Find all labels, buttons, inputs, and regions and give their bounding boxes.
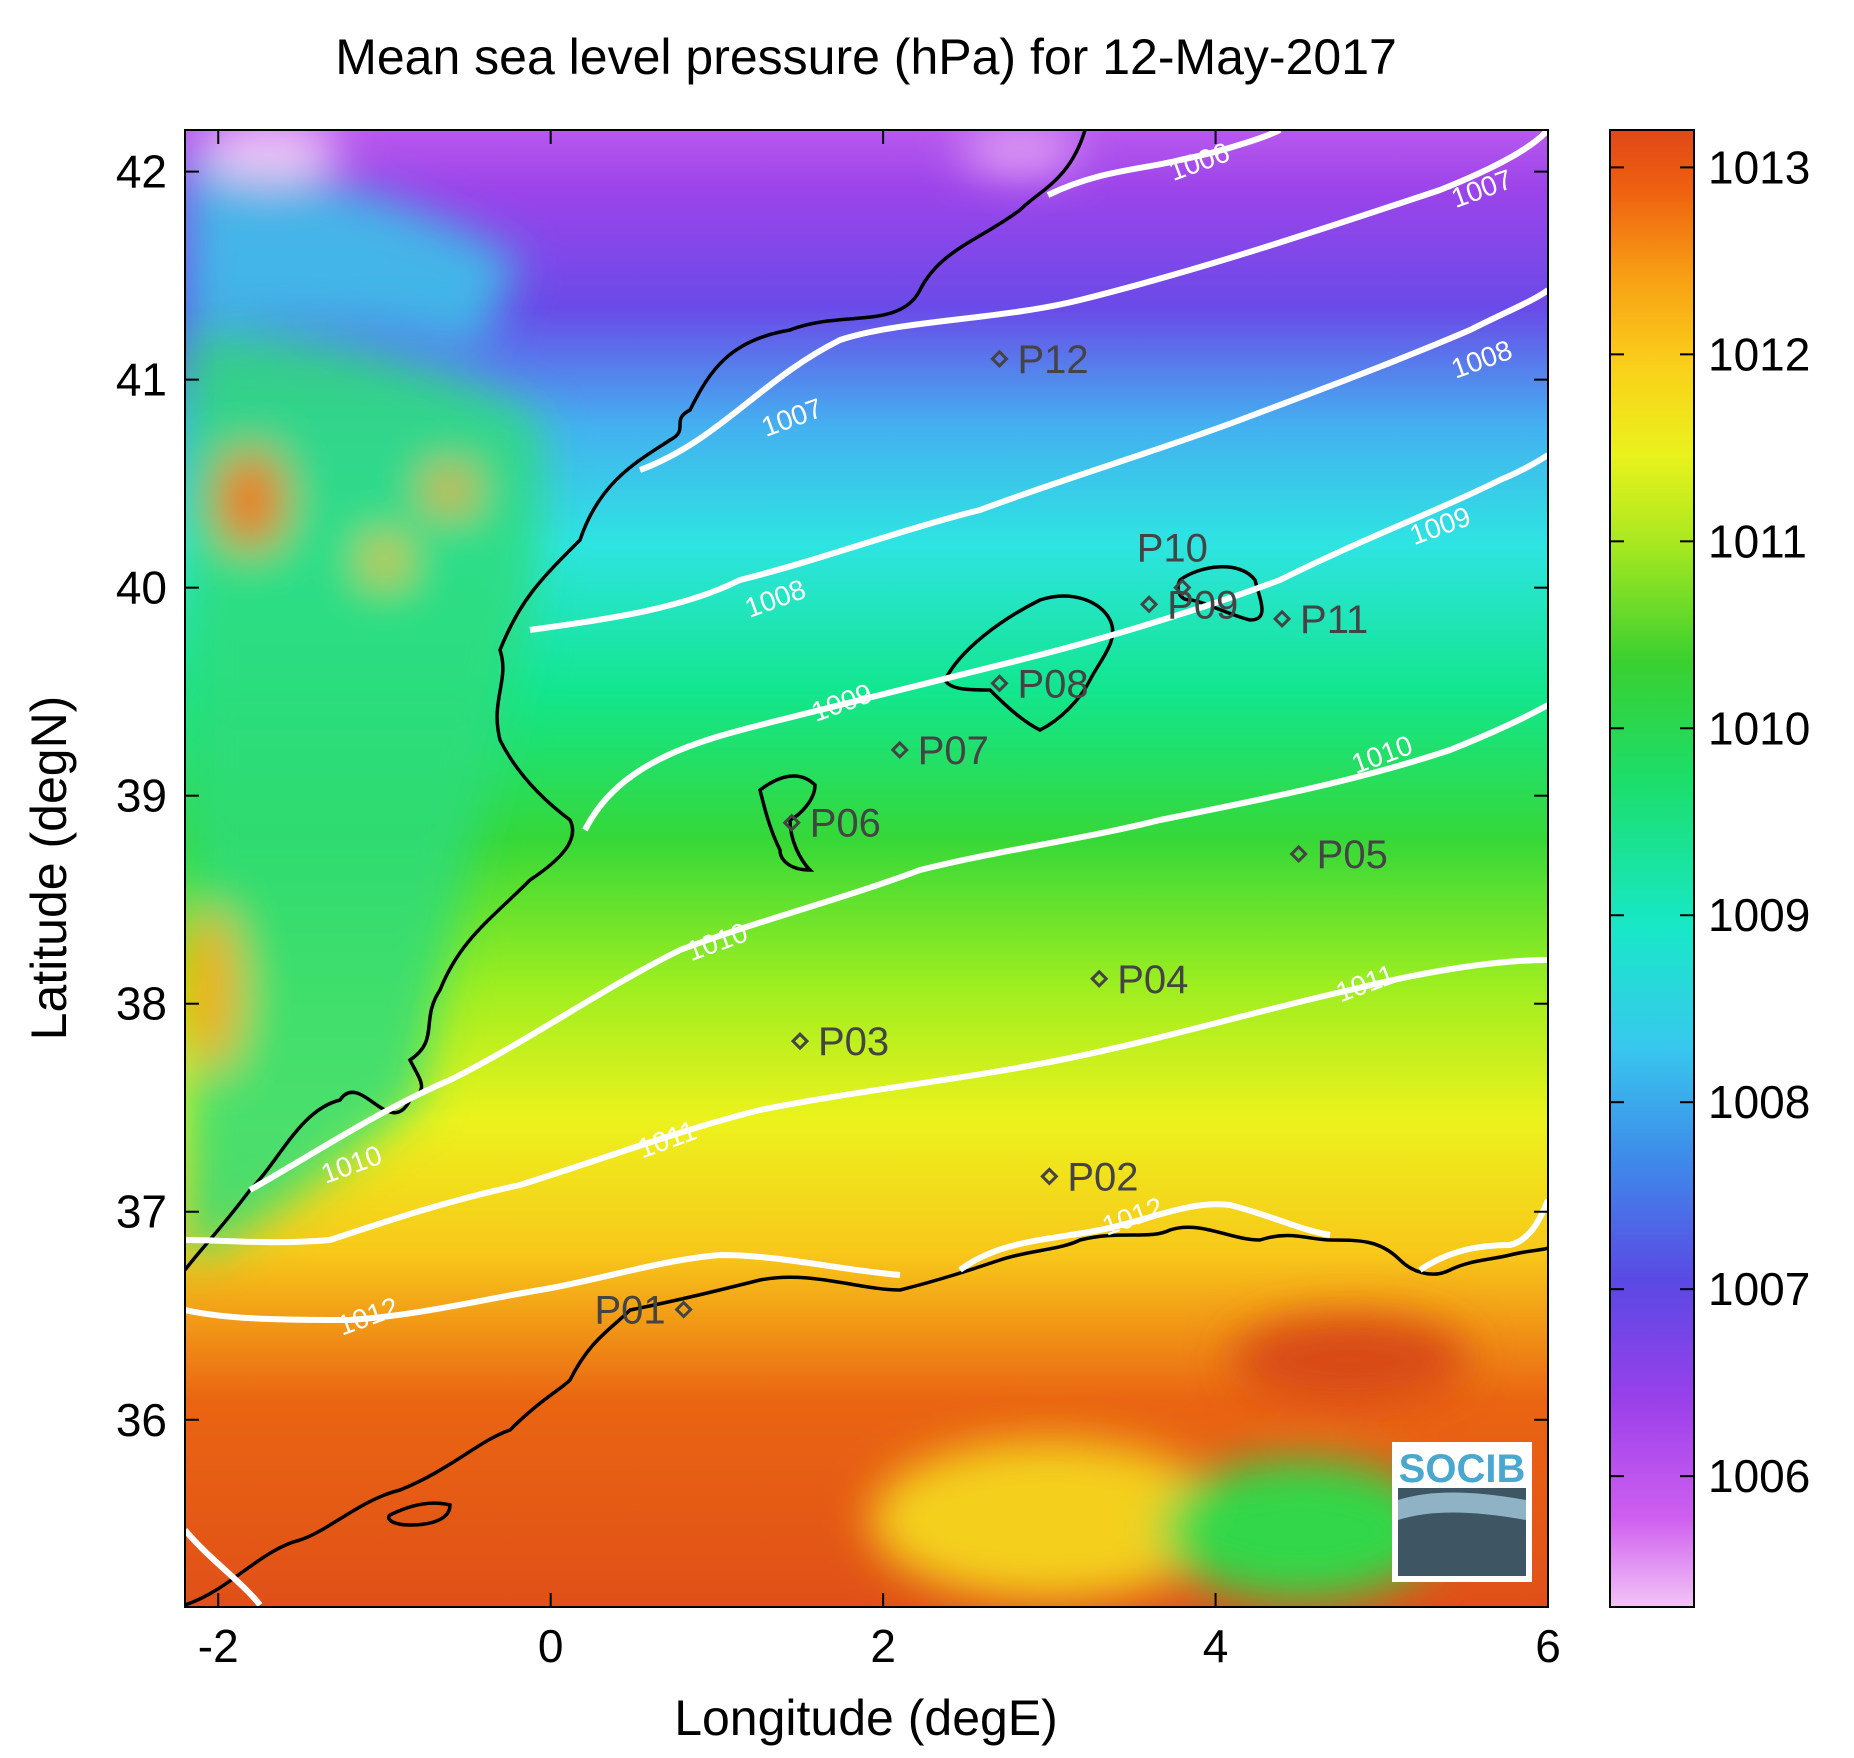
station-label: P11 [1300,598,1368,642]
x-tick-label: 0 [538,1620,564,1672]
isobars [185,130,1548,1607]
station-label: P04 [1117,958,1188,1002]
isobar-1007 [638,130,1548,473]
colorbar-tick-label: 1007 [1708,1263,1810,1315]
y-axis: 36 37 38 39 40 41 42 [116,146,1548,1446]
logo-wave [1398,1492,1526,1520]
station-marker [1139,595,1159,614]
station-marker [1040,1167,1059,1186]
station-label: P05 [1317,833,1388,877]
station-marker [1173,578,1192,597]
x-tick-label: -2 [198,1620,239,1672]
chart-title: Mean sea level pressure (hPa) for 12-May… [335,29,1397,85]
colorbar-tick-label: 1012 [1708,328,1810,380]
colorbar-tick-label: 1009 [1708,889,1810,941]
station-marker [990,674,1009,693]
station-label: P12 [1017,338,1088,382]
y-tick-label: 39 [116,770,167,822]
plot-frame [184,129,1549,1608]
x-tick-label: 2 [870,1620,896,1672]
station-label: P02 [1067,1155,1138,1199]
logo-text: SOCIB [1399,1447,1526,1491]
y-tick-label: 40 [116,562,167,614]
station-marker [1289,844,1308,864]
station-label: P08 [1017,662,1088,706]
colorbar-tick-label: 1010 [1708,702,1810,754]
isobar-1006 [1046,130,1282,198]
colorbar-tick-label: 1006 [1708,1450,1810,1502]
isobar-1013 [185,1528,263,1607]
colorbar [1609,129,1695,1608]
isobar-1008 [529,287,1548,633]
y-axis-label: Latitude (degN) [21,696,77,1041]
station-marker [790,1032,810,1051]
x-axis-label: Longitude (degE) [674,1690,1058,1746]
socib-logo: SOCIB [1392,1442,1532,1582]
station-label: P06 [810,802,881,846]
field-anomalies [185,130,1470,1600]
pressure-field: 1006100710071008100810091009101010101010… [185,130,1548,1607]
isobar-1010 [248,702,1548,1193]
station-marker [674,1300,693,1319]
x-axis: -2 0 2 4 6 [198,130,1561,1672]
station-marker [1090,969,1109,988]
station-marker [1272,609,1292,628]
station-label: P07 [918,729,989,773]
station-marker [782,813,801,832]
isobar-1011 [185,957,1548,1246]
colorbar-tick-label: 1011 [1708,515,1807,567]
isobar-1012 [185,1198,1548,1324]
colorbar-tick-label: 1013 [1708,141,1810,193]
station-label: P01 [594,1289,665,1333]
x-tick-label: 6 [1535,1620,1561,1672]
y-tick-label: 38 [116,978,167,1030]
colorbar-tick-label: 1008 [1708,1076,1810,1128]
x-tick-label: 4 [1203,1620,1229,1672]
station-label: P03 [818,1020,889,1064]
colorbar-ticks: 1006 1007 1008 1009 1010 1011 1012 1013 [1610,141,1810,1502]
y-tick-label: 41 [116,354,167,406]
coastline [185,130,1548,1607]
y-tick-label: 42 [116,146,167,198]
isobar-1009 [582,452,1548,832]
station-label: P10 [1137,527,1208,571]
station-marker [890,740,909,760]
station-marker [990,349,1009,368]
y-tick-label: 37 [116,1186,167,1238]
y-tick-label: 36 [116,1394,167,1446]
